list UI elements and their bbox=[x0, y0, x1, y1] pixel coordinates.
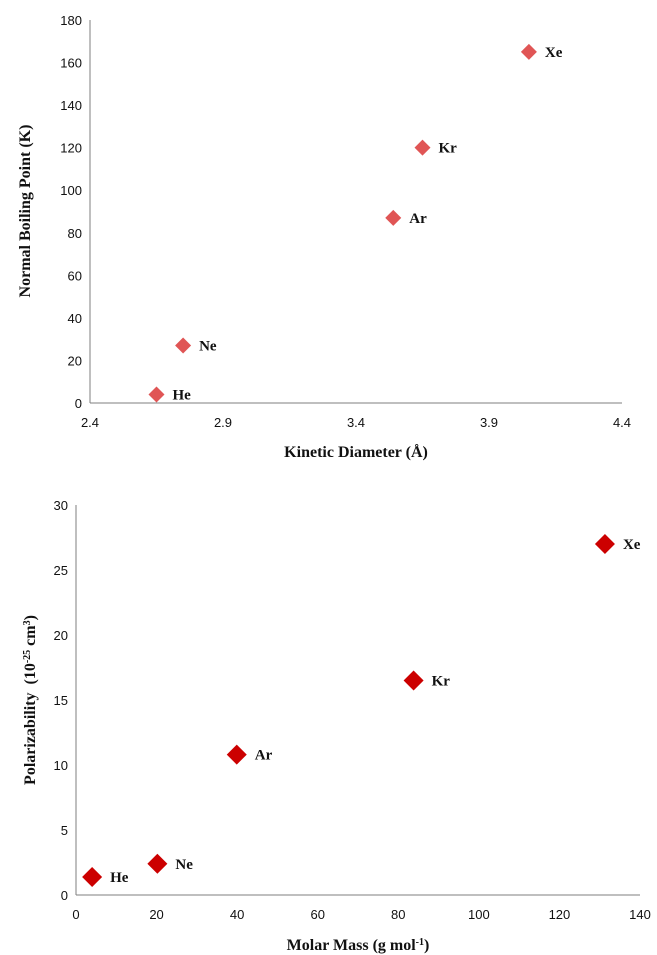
chart2-ylabel-sup: -25 bbox=[22, 650, 33, 663]
chart1-x-ticks: 2.4 2.9 3.4 3.9 4.4 bbox=[81, 415, 631, 430]
y-tick-label: 100 bbox=[60, 183, 82, 198]
data-label-ne: Ne bbox=[175, 857, 193, 873]
data-point-ne bbox=[175, 337, 192, 354]
data-point-he bbox=[82, 867, 103, 888]
data-point-ar bbox=[385, 209, 402, 226]
y-tick-label: 30 bbox=[54, 498, 68, 513]
chart1-points: He Ne Ar Kr Xe bbox=[148, 43, 563, 403]
x-tick-label: 2.9 bbox=[214, 415, 232, 430]
chart2-xlabel-sup: -1 bbox=[416, 937, 424, 948]
y-tick-label: 0 bbox=[75, 396, 82, 411]
x-tick-label: 140 bbox=[629, 907, 651, 922]
chart2-ylabel-sup2: 3 bbox=[22, 620, 33, 625]
data-label-xe: Xe bbox=[623, 537, 641, 553]
data-label-he: He bbox=[173, 387, 192, 403]
data-point-kr bbox=[414, 139, 431, 156]
chart2-x-ticks: 0 20 40 60 80 100 120 140 bbox=[72, 907, 650, 922]
data-point-he bbox=[148, 386, 165, 403]
chart2-ylabel-end: ) bbox=[22, 615, 39, 620]
data-point-kr bbox=[403, 670, 424, 691]
x-tick-label: 2.4 bbox=[81, 415, 99, 430]
data-label-ar: Ar bbox=[255, 748, 273, 764]
y-tick-label: 80 bbox=[68, 226, 82, 241]
data-point-ne bbox=[147, 853, 168, 874]
x-tick-label: 3.4 bbox=[347, 415, 365, 430]
chart2-xlabel-main: Molar Mass (g mol bbox=[287, 937, 417, 954]
data-label-ar: Ar bbox=[409, 211, 427, 227]
y-tick-label: 120 bbox=[60, 141, 82, 156]
x-tick-label: 4.4 bbox=[613, 415, 631, 430]
data-label-kr: Kr bbox=[432, 674, 451, 690]
chart-polarizability: 0 5 10 15 20 25 30 0 20 40 60 80 100 120 140 He Ne Ar Kr… bbox=[22, 498, 651, 954]
y-tick-label: 160 bbox=[60, 56, 82, 71]
chart1-y-axis-title: Normal Boiling Point (K) bbox=[17, 125, 34, 298]
chart2-points: He Ne Ar Kr Xe bbox=[82, 534, 641, 888]
y-tick-label: 15 bbox=[54, 693, 68, 708]
chart-boiling-point: 0 20 40 60 80 100 120 140 160 180 2.4 2.9 3.4 3.9 4.4… bbox=[17, 13, 631, 461]
x-tick-label: 80 bbox=[391, 907, 405, 922]
y-tick-label: 0 bbox=[61, 888, 68, 903]
x-tick-label: 20 bbox=[149, 907, 163, 922]
y-tick-label: 10 bbox=[54, 758, 68, 773]
y-tick-label: 40 bbox=[68, 311, 82, 326]
x-tick-label: 3.9 bbox=[480, 415, 498, 430]
chart2-x-axis-title: Molar Mass (g mol-1) bbox=[287, 937, 430, 955]
y-tick-label: 180 bbox=[60, 13, 82, 28]
chart1-y-ticks: 0 20 40 60 80 100 120 140 160 180 bbox=[60, 13, 82, 411]
y-tick-label: 60 bbox=[68, 268, 82, 283]
data-label-kr: Kr bbox=[439, 141, 458, 157]
data-label-xe: Xe bbox=[545, 45, 563, 61]
chart2-y-axis-title: Polarizability (10-25 cm3) bbox=[22, 615, 40, 785]
y-tick-label: 20 bbox=[68, 353, 82, 368]
y-tick-label: 5 bbox=[61, 823, 68, 838]
chart1-x-axis-title: Kinetic Diameter (Å) bbox=[284, 443, 428, 461]
data-point-xe bbox=[594, 534, 615, 554]
y-tick-label: 140 bbox=[60, 98, 82, 113]
data-label-ne: Ne bbox=[199, 339, 217, 355]
x-tick-label: 60 bbox=[310, 907, 324, 922]
y-tick-label: 25 bbox=[54, 563, 68, 578]
chart2-ylabel-mid: cm bbox=[22, 625, 39, 650]
data-point-xe bbox=[520, 43, 537, 60]
data-point-ar bbox=[226, 744, 247, 765]
x-tick-label: 40 bbox=[230, 907, 244, 922]
x-tick-label: 120 bbox=[549, 907, 571, 922]
y-tick-label: 20 bbox=[54, 628, 68, 643]
x-tick-label: 100 bbox=[468, 907, 490, 922]
data-label-he: He bbox=[110, 870, 129, 886]
chart2-y-ticks: 0 5 10 15 20 25 30 bbox=[54, 498, 68, 903]
chart2-ylabel-main: Polarizability (10 bbox=[22, 663, 39, 785]
chart2-xlabel-end: ) bbox=[424, 937, 429, 954]
x-tick-label: 0 bbox=[72, 907, 79, 922]
